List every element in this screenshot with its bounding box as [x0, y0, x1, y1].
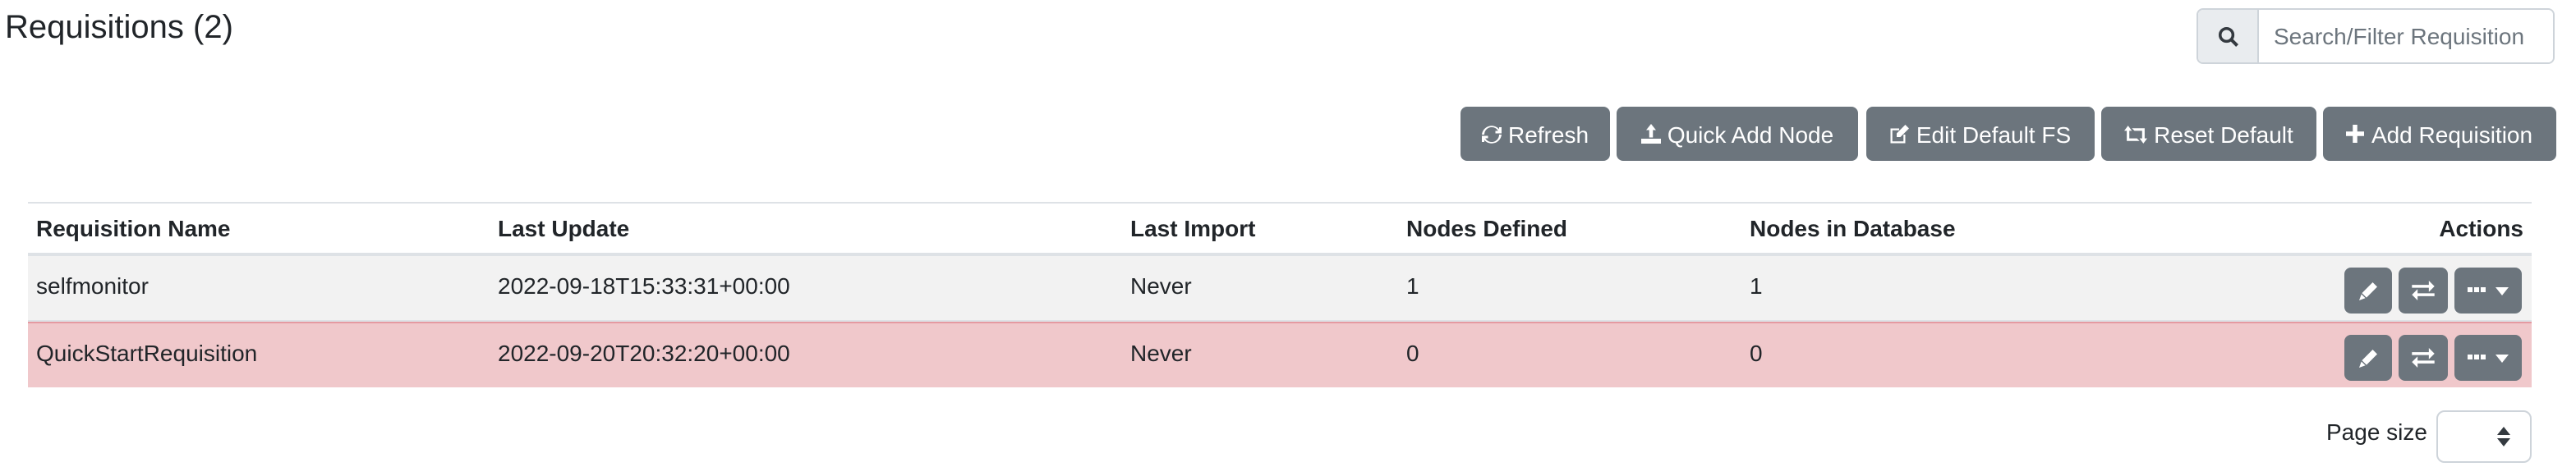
header-actions: Actions	[2439, 215, 2523, 241]
refresh-icon	[1481, 125, 1502, 143]
ellipsis-icon	[2468, 287, 2486, 292]
requisitions-table: Requisition Name Last Update Last Import…	[28, 202, 2532, 387]
add-requisition-button[interactable]: Add Requisition	[2323, 107, 2556, 161]
header-last-import[interactable]: Last Import	[1130, 215, 1256, 241]
page-size-select[interactable]	[2436, 410, 2532, 463]
search-group	[2196, 8, 2555, 64]
edit-button[interactable]	[2344, 335, 2392, 381]
reset-default-label: Reset Default	[2154, 121, 2293, 147]
exchange-icon	[2412, 348, 2435, 368]
caret-down-icon	[2496, 286, 2509, 295]
retweet-icon	[2124, 125, 2148, 143]
table-row: QuickStartRequisition 2022-09-20T20:32:2…	[28, 322, 2532, 387]
pencil-icon	[2359, 281, 2377, 300]
edit-button[interactable]	[2344, 268, 2392, 314]
header-nodes-in-database[interactable]: Nodes in Database	[1750, 215, 1956, 241]
last-update: 2022-09-20T20:32:20+00:00	[498, 340, 790, 366]
page-size-label: Page size	[2326, 419, 2427, 445]
reset-default-button[interactable]: Reset Default	[2101, 107, 2316, 161]
nodes-in-database: 0	[1750, 340, 1763, 366]
header-nodes-defined[interactable]: Nodes Defined	[1406, 215, 1568, 241]
header-name[interactable]: Requisition Name	[36, 215, 231, 241]
exchange-icon	[2412, 281, 2435, 300]
last-import: Never	[1130, 340, 1192, 366]
nodes-defined: 0	[1406, 340, 1419, 366]
edit-default-fs-label: Edit Default FS	[1916, 121, 2072, 147]
requisition-name: selfmonitor	[36, 272, 149, 299]
edit-icon	[1891, 124, 1910, 143]
nodes-defined: 1	[1406, 272, 1419, 299]
search-icon[interactable]	[2198, 10, 2259, 62]
more-actions-dropdown[interactable]	[2454, 335, 2522, 381]
page-title: Requisitions (2)	[5, 10, 233, 46]
synchronize-button[interactable]	[2399, 268, 2448, 314]
last-import: Never	[1130, 272, 1192, 299]
pencil-icon	[2359, 349, 2377, 367]
more-actions-dropdown[interactable]	[2454, 268, 2522, 314]
refresh-button[interactable]: Refresh	[1460, 107, 1610, 161]
sort-arrows-icon	[2497, 427, 2510, 446]
plus-icon	[2346, 125, 2365, 143]
row-actions	[2344, 335, 2522, 381]
last-update: 2022-09-18T15:33:31+00:00	[498, 272, 790, 299]
search-input[interactable]	[2259, 10, 2553, 62]
header-last-update[interactable]: Last Update	[498, 215, 630, 241]
synchronize-button[interactable]	[2399, 335, 2448, 381]
ellipsis-icon	[2468, 355, 2486, 359]
edit-default-fs-button[interactable]: Edit Default FS	[1866, 107, 2095, 161]
quick-add-node-button[interactable]: Quick Add Node	[1617, 107, 1858, 161]
table-row: selfmonitor 2022-09-18T15:33:31+00:00 Ne…	[28, 256, 2532, 322]
upload-icon	[1640, 124, 1661, 144]
row-actions	[2344, 268, 2522, 314]
add-requisition-label: Add Requisition	[2371, 121, 2533, 147]
nodes-in-database: 1	[1750, 272, 1763, 299]
quick-add-node-label: Quick Add Node	[1667, 121, 1834, 147]
requisition-name: QuickStartRequisition	[36, 340, 258, 366]
table-header: Requisition Name Last Update Last Import…	[28, 204, 2532, 256]
caret-down-icon	[2496, 354, 2509, 362]
refresh-label: Refresh	[1507, 121, 1589, 147]
